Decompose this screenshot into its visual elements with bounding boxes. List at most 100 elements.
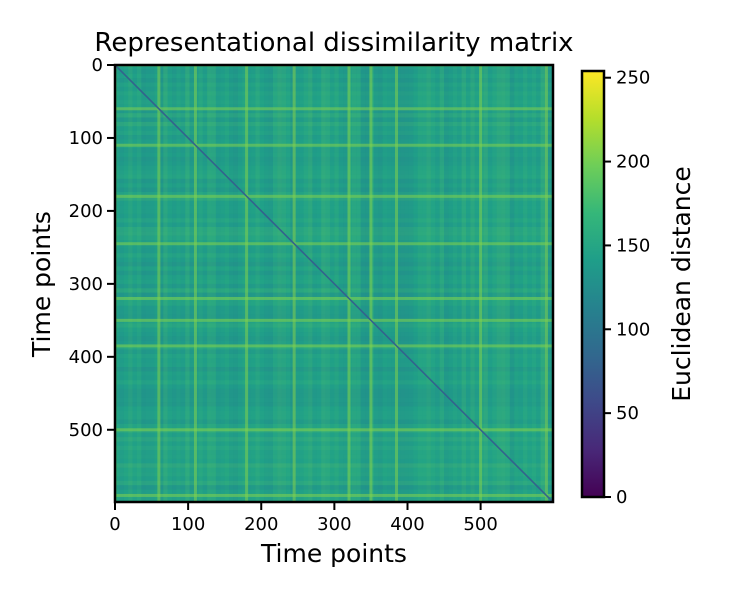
heatmap-col-band: [211, 65, 216, 502]
heatmap-col-band: [334, 65, 339, 502]
heatmap-row-band: [115, 170, 553, 175]
heatmap-row-band: [115, 213, 553, 219]
heatmap-col-band: [128, 65, 133, 502]
heatmap-col-band: [154, 65, 159, 502]
heatmap-row-band: [115, 419, 553, 424]
heatmap-col-band: [487, 65, 493, 502]
chart-title: Representational dissimilarity matrix: [94, 28, 573, 58]
heatmap-col-band: [185, 65, 190, 502]
heatmap-col-band: [286, 65, 291, 502]
heatmap-row-band: [115, 498, 553, 502]
heatmap-row-band: [115, 380, 553, 385]
heatmap-row-band: [115, 248, 553, 254]
heatmap-row-band: [115, 476, 553, 481]
heatmap-row-band: [115, 126, 553, 131]
heatmap-col-band: [474, 65, 480, 502]
heatmap-row-band: [115, 108, 553, 114]
heatmap-row-band: [115, 362, 553, 368]
heatmap-col-band: [360, 65, 366, 502]
heatmap-row-band: [115, 458, 553, 464]
heatmap: [115, 65, 553, 502]
heatmap-row-band: [115, 415, 553, 420]
heatmap-bright-row: [115, 493, 553, 497]
heatmap-col-band: [202, 65, 208, 502]
heatmap-row-band: [115, 485, 553, 490]
heatmap-row-band: [115, 205, 553, 210]
heatmap-row-band: [115, 222, 553, 227]
heatmap-col-band: [198, 65, 203, 502]
heatmap-col-band: [470, 65, 475, 502]
heatmap-row-band: [115, 226, 553, 232]
heatmap-bright-row: [115, 318, 553, 322]
heatmap-col-band: [448, 65, 453, 502]
heatmap-row-band: [115, 445, 553, 451]
heatmap-row-band: [115, 332, 553, 337]
heatmap-col-band: [439, 65, 445, 502]
heatmap-col-band: [115, 65, 120, 502]
heatmap-bright-col: [544, 65, 548, 502]
heatmap-row-band: [115, 100, 553, 105]
heatmap-col-band: [457, 65, 462, 502]
heatmap-col-band: [536, 65, 541, 502]
heatmap-bright-col: [292, 65, 296, 502]
heatmap-col-band: [251, 65, 256, 502]
heatmap-col-band: [404, 65, 409, 502]
heatmap-row-band: [115, 91, 553, 96]
heatmap-row-band: [115, 323, 553, 328]
heatmap-col-band: [167, 65, 173, 502]
heatmap-row-band: [115, 275, 553, 280]
heatmap-col-band: [492, 65, 497, 502]
x-axis-ticks: 0 100 200 300 400 500: [109, 503, 498, 535]
heatmap-bright-col: [157, 65, 161, 502]
colorbar-ticks: 0 50 100 150 200 250: [604, 68, 650, 508]
heatmap-col-band: [382, 65, 388, 502]
heatmap-row-band: [115, 253, 553, 258]
colorbar-label: Euclidean distance: [667, 166, 696, 402]
heatmap-col-band: [378, 65, 383, 502]
colorbar: [580, 69, 606, 499]
heatmap-row-band: [115, 152, 553, 157]
heatmap-row-band: [115, 86, 553, 92]
heatmap-row-band: [115, 209, 553, 214]
heatmap-col-band: [220, 65, 225, 502]
heatmap-row-band: [115, 266, 553, 271]
heatmap-row-band: [115, 310, 553, 315]
heatmap-row-band: [115, 410, 553, 416]
heatmap-col-band: [264, 65, 269, 502]
colorbar-tick-label: 50: [616, 403, 639, 424]
heatmap-row-band: [115, 463, 553, 468]
heatmap-row-band: [115, 191, 553, 197]
heatmap-row-band: [115, 432, 553, 438]
x-tick-label: 200: [244, 514, 278, 535]
heatmap-row-band: [115, 231, 553, 236]
heatmap-row-band: [115, 130, 553, 136]
heatmap-row-band: [115, 375, 553, 381]
heatmap-col-band: [303, 65, 309, 502]
heatmap-row-band: [115, 73, 553, 79]
heatmap-row-band: [115, 327, 553, 333]
heatmap-col-band: [281, 65, 287, 502]
x-tick-label: 500: [463, 514, 497, 535]
heatmap-col-band: [435, 65, 440, 502]
heatmap-row-band: [115, 139, 553, 144]
heatmap-row-band: [115, 402, 553, 407]
heatmap-row-band: [115, 82, 553, 87]
heatmap-col-band: [246, 65, 251, 502]
y-tick-label: 200: [69, 201, 103, 222]
heatmap-col-band: [237, 65, 243, 502]
heatmap-col-band: [132, 65, 137, 502]
y-axis-ticks: 0 100 200 300 400 500: [69, 55, 114, 441]
heatmap-row-band: [115, 135, 553, 140]
heatmap-row-band: [115, 69, 553, 74]
heatmap-col-band: [422, 65, 427, 502]
heatmap-row-band: [115, 187, 553, 192]
heatmap-row-band: [115, 78, 553, 83]
heatmap-bright-row: [115, 107, 553, 111]
heatmap-col-band: [496, 65, 502, 502]
heatmap-row-band: [115, 489, 553, 494]
heatmap-col-band: [189, 65, 194, 502]
heatmap-row-band: [115, 292, 553, 297]
heatmap-row-band: [115, 388, 553, 394]
heatmap-col-band: [294, 65, 300, 502]
heatmap-row-band: [115, 235, 553, 241]
